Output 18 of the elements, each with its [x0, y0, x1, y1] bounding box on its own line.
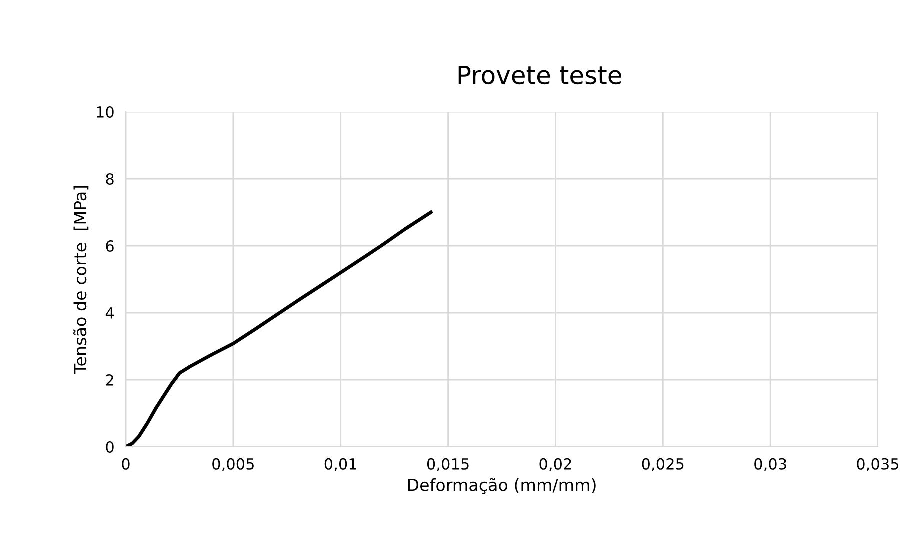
- x-tick-label: 0,015: [427, 458, 469, 472]
- x-tick-label: 0,005: [212, 458, 254, 472]
- y-axis-title: Tensão de corte [MPa]: [73, 186, 89, 374]
- y-tick-label: 2: [106, 374, 114, 386]
- x-tick-label: 0: [122, 458, 130, 470]
- line-series: [126, 210, 433, 447]
- x-axis-title: Deformação (mm/mm): [408, 478, 596, 494]
- y-tick-label: 10: [97, 106, 114, 118]
- y-tick-label: 6: [106, 240, 114, 252]
- chart-title: Provete teste: [458, 66, 622, 85]
- y-tick-label: 8: [106, 173, 114, 186]
- x-tick-label: 0,01: [324, 458, 356, 472]
- x-tick-label: 0,025: [642, 458, 684, 472]
- x-tick-label: 0,02: [540, 458, 572, 472]
- y-tick-label: 0: [106, 441, 114, 454]
- y-tick-label: 4: [106, 308, 114, 319]
- x-tick-label: 0,03: [754, 458, 786, 472]
- x-tick-label: 0,035: [857, 458, 899, 472]
